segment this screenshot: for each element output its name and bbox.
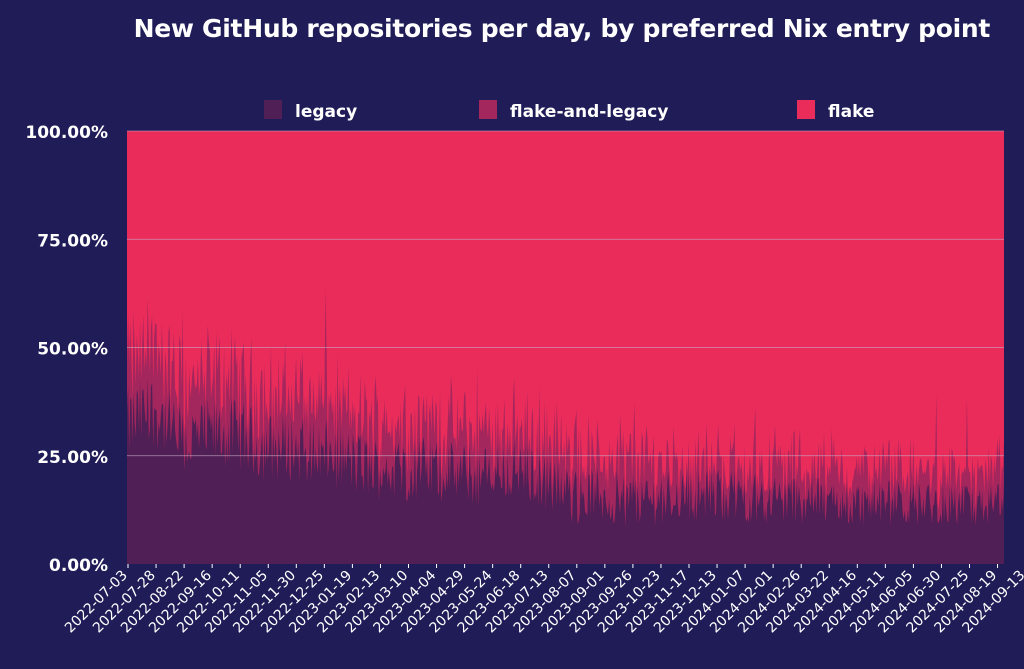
legend-swatch-legacy	[264, 100, 282, 119]
chart-title: New GitHub repositories per day, by pref…	[133, 14, 991, 43]
legend: legacy flake-and-legacy flake	[264, 100, 874, 122]
legend-label-flake: flake	[828, 102, 874, 122]
legend-swatch-flake-and-legacy	[479, 100, 497, 119]
legend-label-flake-and-legacy: flake-and-legacy	[510, 102, 668, 122]
y-tick-label: 50.00%	[37, 340, 108, 360]
legend-swatch-flake	[797, 100, 815, 119]
grid-lines	[127, 130, 1004, 457]
y-tick-label: 25.00%	[37, 448, 108, 468]
y-tick-label: 0.00%	[49, 556, 108, 576]
y-tick-label: 100.00%	[25, 123, 108, 143]
x-axis: 2022-07-032022-07-282022-08-222022-09-16…	[62, 564, 1024, 636]
series-legacy-area	[127, 378, 1004, 564]
y-axis: 0.00% 25.00% 50.00% 75.00% 100.00%	[25, 123, 108, 576]
y-tick-label: 75.00%	[37, 231, 108, 251]
legend-label-legacy: legacy	[295, 102, 357, 122]
